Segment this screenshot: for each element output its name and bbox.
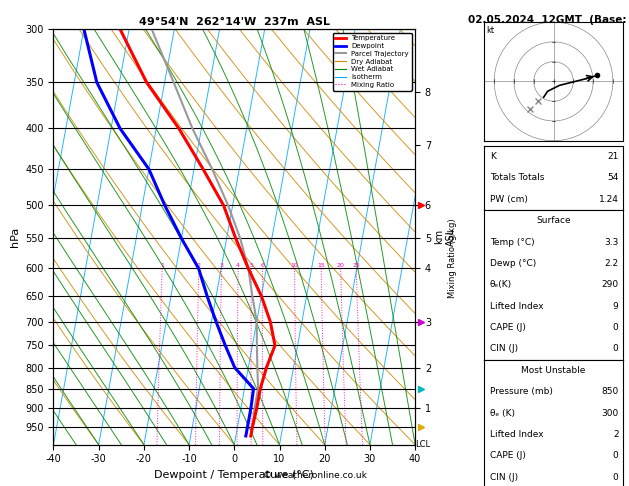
Text: 9: 9 bbox=[613, 302, 618, 311]
Text: 290: 290 bbox=[601, 280, 618, 289]
Text: 0: 0 bbox=[613, 345, 618, 353]
Legend: Temperature, Dewpoint, Parcel Trajectory, Dry Adiabat, Wet Adiabat, Isotherm, Mi: Temperature, Dewpoint, Parcel Trajectory… bbox=[333, 33, 411, 90]
Text: kt: kt bbox=[486, 26, 494, 35]
Text: 2: 2 bbox=[613, 430, 618, 439]
Text: 1: 1 bbox=[160, 263, 164, 268]
Y-axis label: km
ASL: km ASL bbox=[434, 228, 455, 246]
Text: 5: 5 bbox=[250, 263, 253, 268]
Text: CAPE (J): CAPE (J) bbox=[490, 323, 526, 332]
Text: Surface: Surface bbox=[536, 216, 571, 225]
X-axis label: Dewpoint / Temperature (°C): Dewpoint / Temperature (°C) bbox=[154, 470, 314, 480]
Text: 25: 25 bbox=[352, 263, 360, 268]
Text: Lifted Index: Lifted Index bbox=[490, 430, 543, 439]
Text: 2.2: 2.2 bbox=[604, 259, 618, 268]
Text: PW (cm): PW (cm) bbox=[490, 195, 528, 204]
Text: Temp (°C): Temp (°C) bbox=[490, 238, 535, 246]
Text: 21: 21 bbox=[607, 152, 618, 161]
Text: 0: 0 bbox=[613, 323, 618, 332]
Text: 15: 15 bbox=[317, 263, 325, 268]
Text: 10: 10 bbox=[291, 263, 298, 268]
Text: 3: 3 bbox=[220, 263, 223, 268]
Text: 4: 4 bbox=[236, 263, 240, 268]
Text: CAPE (J): CAPE (J) bbox=[490, 451, 526, 460]
Text: 54: 54 bbox=[607, 174, 618, 182]
Text: Totals Totals: Totals Totals bbox=[490, 174, 544, 182]
Text: © weatheronline.co.uk: © weatheronline.co.uk bbox=[262, 471, 367, 480]
Text: 20: 20 bbox=[337, 263, 345, 268]
Text: CIN (J): CIN (J) bbox=[490, 345, 518, 353]
Text: Dewp (°C): Dewp (°C) bbox=[490, 259, 536, 268]
Text: 1.24: 1.24 bbox=[599, 195, 618, 204]
Text: Lifted Index: Lifted Index bbox=[490, 302, 543, 311]
Text: 850: 850 bbox=[601, 387, 618, 396]
Text: 300: 300 bbox=[601, 409, 618, 417]
Text: 02.05.2024  12GMT  (Base: 12): 02.05.2024 12GMT (Base: 12) bbox=[467, 15, 629, 25]
Text: 2: 2 bbox=[197, 263, 201, 268]
Text: Most Unstable: Most Unstable bbox=[521, 366, 586, 375]
Text: 3.3: 3.3 bbox=[604, 238, 618, 246]
Text: CIN (J): CIN (J) bbox=[490, 473, 518, 482]
Text: 0: 0 bbox=[613, 473, 618, 482]
Text: θₑ(K): θₑ(K) bbox=[490, 280, 512, 289]
Text: 0: 0 bbox=[613, 451, 618, 460]
Text: LCL: LCL bbox=[415, 440, 430, 449]
Text: 6: 6 bbox=[260, 263, 264, 268]
Text: θₑ (K): θₑ (K) bbox=[490, 409, 515, 417]
Text: Pressure (mb): Pressure (mb) bbox=[490, 387, 553, 396]
Text: K: K bbox=[490, 152, 496, 161]
Text: Mixing Ratio (g/kg): Mixing Ratio (g/kg) bbox=[448, 218, 457, 297]
Y-axis label: hPa: hPa bbox=[9, 227, 19, 247]
Title: 49°54'N  262°14'W  237m  ASL: 49°54'N 262°14'W 237m ASL bbox=[139, 17, 330, 27]
